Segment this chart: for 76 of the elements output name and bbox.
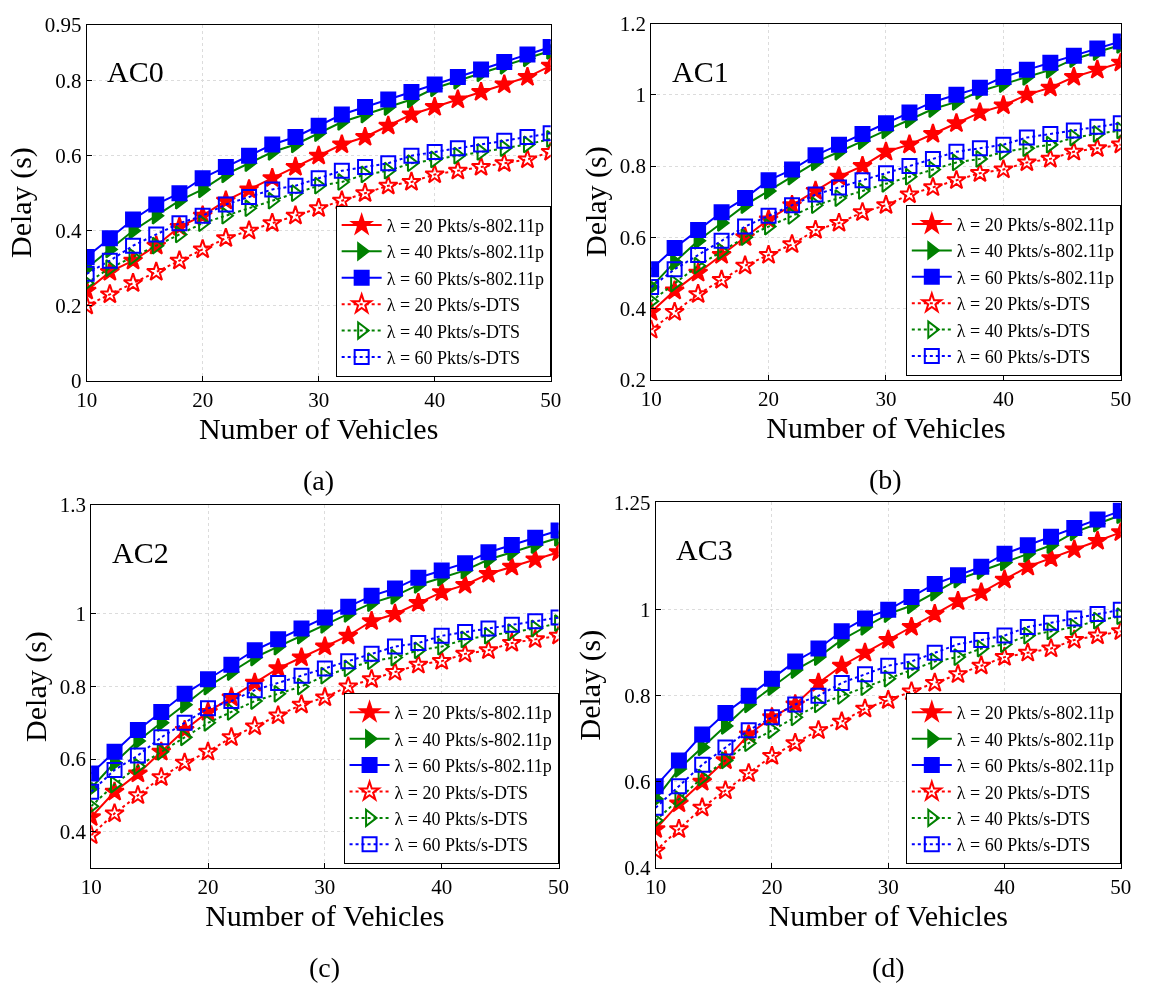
legend-label: λ = 20 Pkts/s-802.11p (394, 703, 552, 724)
y-tick-label: 0.8 (624, 684, 651, 709)
legend-label: λ = 60 Pkts/s-DTS (386, 347, 521, 368)
legend-label: λ = 20 Pkts/s-802.11p (386, 215, 544, 236)
y-tick-label: 0.6 (59, 747, 86, 772)
x-tick-label: 50 (540, 387, 562, 412)
legend-label: λ = 40 Pkts/s-802.11p (394, 729, 552, 750)
x-tick-label: 40 (424, 387, 446, 412)
legend-label: λ = 40 Pkts/s-802.11p (956, 729, 1115, 750)
y-tick-label: 0.2 (55, 294, 82, 319)
x-tick-label: 50 (548, 875, 570, 900)
y-tick-label: 0.95 (44, 12, 82, 37)
x-tick-label: 10 (80, 875, 102, 900)
legend-label: λ = 60 Pkts/s-DTS (956, 347, 1091, 368)
x-tick-label: 50 (1110, 386, 1132, 411)
legend-label: λ = 20 Pkts/s-802.11p (956, 703, 1115, 724)
x-tick-label: 50 (1110, 875, 1132, 900)
text: (d) (872, 952, 905, 983)
y-tick-label: 0.4 (59, 820, 87, 845)
legend-label: λ = 60 Pkts/s-802.11p (956, 267, 1115, 288)
y-tick-label: 1.2 (619, 11, 646, 36)
legend-label: λ = 60 Pkts/s-802.11p (394, 756, 552, 777)
legend-label: λ = 20 Pkts/s-DTS (386, 295, 521, 316)
text: (c) (309, 952, 341, 983)
legend-label: λ = 20 Pkts/s-DTS (956, 294, 1091, 315)
y-tick-label: 0.4 (55, 219, 82, 244)
y-tick-label: 0.8 (59, 674, 86, 699)
y-tick-label: 0.6 (624, 770, 651, 795)
x-tick-label: 20 (197, 875, 219, 900)
y-tick-label: 0.6 (55, 144, 82, 169)
legend-label: λ = 60 Pkts/s-DTS (956, 835, 1091, 856)
y-tick-label: 0.6 (619, 225, 646, 250)
legend-label: λ = 40 Pkts/s-802.11p (956, 241, 1115, 262)
y-tick-label: 1 (635, 83, 646, 108)
y-tick-label: 1.25 (613, 490, 651, 515)
y-tick-label: 0.8 (55, 69, 82, 94)
y-tick-label: 1 (639, 598, 651, 623)
annotation: AC1 (672, 55, 729, 88)
legend-label: λ = 40 Pkts/s-DTS (956, 808, 1091, 829)
x-tick-label: 30 (314, 875, 336, 900)
legend-label: λ = 20 Pkts/s-DTS (956, 782, 1091, 803)
legend-label: λ = 60 Pkts/s-802.11p (386, 268, 544, 289)
x-axis-title: Number of Vehicles (768, 899, 1008, 933)
x-axis-title: Number of Vehicles (766, 410, 1006, 444)
y-axis-title: Delay (s) (18, 631, 53, 742)
annotation: AC2 (112, 536, 169, 569)
x-tick-label: 40 (994, 875, 1016, 900)
x-tick-label: 20 (192, 387, 214, 412)
x-tick-label: 30 (875, 386, 897, 411)
legend-label: λ = 20 Pkts/s-802.11p (956, 215, 1115, 236)
x-tick-label: 20 (758, 386, 780, 411)
annotation: AC0 (107, 55, 164, 88)
legend-label: λ = 60 Pkts/s-DTS (394, 835, 528, 856)
x-tick-label: 30 (308, 387, 330, 412)
x-tick-label: 30 (877, 875, 899, 900)
x-axis-title: Number of Vehicles (198, 411, 439, 445)
y-tick-label: 1.3 (59, 493, 86, 518)
y-tick-label: 1 (75, 602, 86, 627)
legend-label: λ = 60 Pkts/s-802.11p (956, 756, 1115, 777)
legend-label: λ = 20 Pkts/s-DTS (394, 782, 528, 803)
annotation: AC3 (676, 533, 733, 566)
legend-label: λ = 40 Pkts/s-DTS (956, 320, 1091, 341)
text: (a) (303, 465, 335, 496)
y-axis-title: Delay (s) (578, 146, 613, 258)
y-tick-label: 0.8 (619, 154, 646, 179)
y-axis-title: Delay (s) (572, 629, 607, 741)
text: (b) (869, 464, 902, 495)
legend-label: λ = 40 Pkts/s-802.11p (386, 242, 544, 263)
x-tick-label: 20 (761, 875, 783, 900)
legend-label: λ = 40 Pkts/s-DTS (394, 808, 528, 829)
x-tick-label: 40 (992, 386, 1014, 411)
legend-label: λ = 40 Pkts/s-DTS (386, 321, 521, 342)
x-axis-title: Number of Vehicles (205, 899, 445, 933)
x-tick-label: 40 (431, 875, 453, 900)
y-axis-title: Delay (s) (3, 147, 38, 258)
y-tick-label: 0.4 (619, 296, 647, 321)
